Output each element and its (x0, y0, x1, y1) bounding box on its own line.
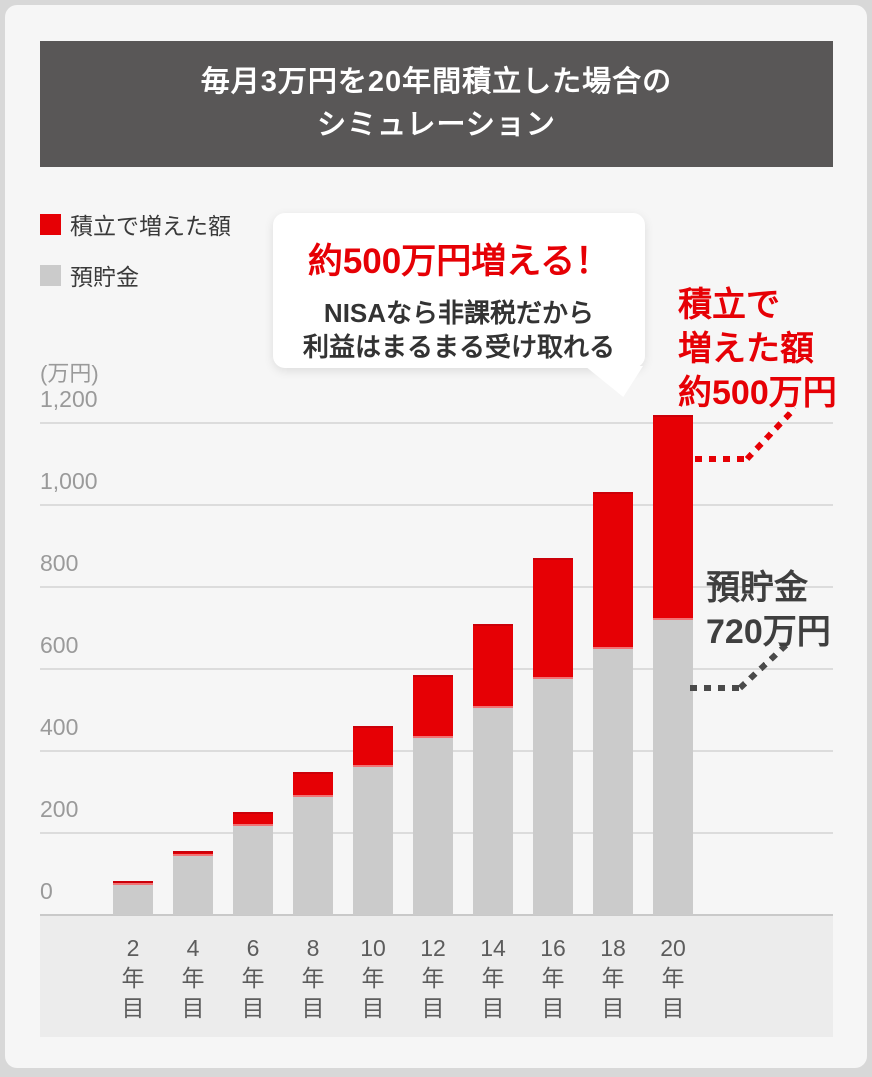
gain-annotation-line3: 約500万円 (678, 374, 837, 412)
x-axis-label-band (40, 916, 833, 1037)
bar-segment-gain (173, 851, 213, 856)
savings-annotation-line2: 720万円 (706, 613, 831, 651)
savings-leader-line-horizontal (690, 685, 740, 691)
bar-segment-gain (413, 675, 453, 738)
bar-4年目 (173, 851, 213, 915)
y-axis-unit-label: (万円) (40, 361, 99, 386)
gain-leader-line-horizontal (695, 456, 747, 462)
bar-segment-savings (653, 620, 693, 915)
x-tick-label-18年目: 18 年目 (600, 935, 626, 1021)
chart-title-line2: シミュレーション (317, 109, 556, 141)
legend-label-gain: 積立で増えた額 (70, 213, 231, 239)
grid-line (40, 668, 833, 670)
x-tick-label-16年目: 16 年目 (540, 935, 566, 1021)
bar-8年目 (293, 772, 333, 915)
gain-annotation-line2: 増えた額 (678, 330, 814, 368)
gain-annotation: 積立で 増えた額 約500万円 (678, 283, 837, 415)
bar-segment-gain (473, 624, 513, 708)
legend-label-savings: 預貯金 (70, 264, 139, 290)
y-tick-label: 1,000 (40, 468, 98, 494)
bar-2年目 (113, 881, 153, 915)
y-tick-label: 0 (40, 878, 53, 904)
x-tick-label-12年目: 12 年目 (420, 935, 446, 1021)
callout-bubble: 約500万円増える！ NISAなら非課税だから 利益はまるまる受け取れる (273, 213, 645, 368)
bar-segment-savings (473, 708, 513, 915)
callout-body-line2: 利益はまるまる受け取れる (302, 332, 615, 362)
bar-segment-savings (293, 797, 333, 915)
x-tick-label-14年目: 14 年目 (480, 935, 506, 1021)
bar-16年目 (533, 558, 573, 915)
bar-segment-gain (533, 558, 573, 679)
x-axis-baseline (40, 914, 833, 916)
x-tick-label-20年目: 20 年目 (660, 935, 686, 1021)
gain-annotation-line1: 積立で (678, 286, 780, 324)
bar-segment-gain (593, 492, 633, 649)
y-tick-label: 400 (40, 714, 79, 740)
grid-line (40, 422, 833, 424)
bar-segment-gain (293, 772, 333, 797)
y-tick-label: 800 (40, 550, 79, 576)
bar-segment-gain (353, 726, 393, 767)
bar-segment-gain (233, 812, 273, 826)
bar-segment-savings (593, 649, 633, 915)
chart-title-line1: 毎月3万円を20年間積立した場合の (200, 66, 673, 98)
bar-segment-savings (353, 767, 393, 915)
callout-body-line1: NISAなら非課税だから (323, 298, 595, 328)
bar-20年目 (653, 415, 693, 915)
bar-segment-savings (533, 679, 573, 915)
savings-annotation: 預貯金 720万円 (706, 566, 831, 654)
chart-legend: 積立で増えた額 預貯金 (40, 207, 231, 309)
y-tick-label: 600 (40, 632, 79, 658)
legend-item-savings: 預貯金 (40, 258, 231, 292)
callout-body: NISAなら非課税だから 利益はまるまる受け取れる (303, 296, 615, 364)
chart-title-banner: 毎月3万円を20年間積立した場合の シミュレーション (40, 41, 833, 167)
grid-line (40, 586, 833, 588)
savings-swatch-icon (40, 264, 61, 286)
y-tick-label: 1,200 (40, 386, 98, 412)
bar-segment-gain (113, 881, 153, 885)
savings-annotation-line1: 預貯金 (706, 569, 808, 607)
gain-swatch-icon (40, 213, 61, 235)
bar-6年目 (233, 812, 273, 915)
bar-segment-savings (413, 738, 453, 915)
bar-segment-savings (233, 826, 273, 915)
x-tick-label-10年目: 10 年目 (360, 935, 386, 1021)
callout-headline: 約500万円増える！ (307, 242, 611, 281)
bar-12年目 (413, 675, 453, 915)
bar-segment-gain (653, 415, 693, 620)
bar-10年目 (353, 726, 393, 915)
grid-line (40, 504, 833, 506)
bar-14年目 (473, 624, 513, 915)
bar-segment-savings (113, 885, 153, 915)
legend-item-gain: 積立で増えた額 (40, 207, 231, 241)
bar-segment-savings (173, 856, 213, 915)
y-tick-label: 200 (40, 796, 79, 822)
bar-18年目 (593, 492, 633, 915)
